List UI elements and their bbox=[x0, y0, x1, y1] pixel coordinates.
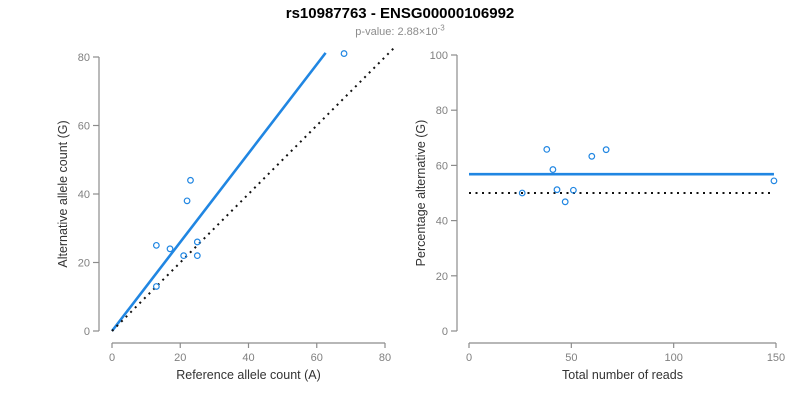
y-tick-label: 20 bbox=[78, 258, 90, 270]
data-point bbox=[152, 241, 160, 249]
data-point bbox=[770, 177, 778, 185]
y-tick-label: 0 bbox=[84, 326, 90, 338]
percentage-vs-reads-plot: 0 50 100 150 0 20 40 60 80 100 Total number of rea… bbox=[414, 50, 785, 382]
data-point bbox=[193, 238, 201, 246]
y-tick-label: 60 bbox=[78, 121, 90, 133]
x-tick-label: 60 bbox=[311, 352, 323, 364]
data-point bbox=[543, 145, 551, 153]
y-tick-label: 40 bbox=[436, 216, 448, 228]
figure-title: rs10987763 - ENSG00000106992 bbox=[285, 5, 515, 22]
y-tick-label: 0 bbox=[442, 326, 448, 338]
data-point bbox=[553, 186, 561, 194]
x-tick-label: 150 bbox=[767, 352, 785, 364]
data-point bbox=[340, 50, 348, 57]
y-tick-label: 40 bbox=[78, 189, 90, 201]
x-tick-label: 40 bbox=[242, 352, 254, 364]
data-point bbox=[180, 252, 188, 260]
allele-counts-plot: 0 20 40 60 80 0 20 40 60 80 Reference allele count… bbox=[56, 46, 396, 382]
p-value-text: p-value: 2.88×10 bbox=[355, 26, 438, 38]
y-tick-label: 60 bbox=[436, 160, 448, 172]
data-point bbox=[152, 283, 160, 290]
y-tick-label: 80 bbox=[78, 52, 90, 64]
data-point bbox=[569, 186, 577, 194]
y-tick-label: 80 bbox=[436, 105, 448, 117]
data-point bbox=[549, 166, 557, 173]
x-axis-label: Reference allele count (A) bbox=[176, 368, 321, 382]
x-tick-label: 80 bbox=[379, 352, 391, 364]
data-point bbox=[588, 152, 596, 160]
data-point bbox=[187, 176, 194, 184]
x-tick-label: 50 bbox=[565, 352, 577, 364]
data-point bbox=[518, 189, 526, 197]
data-point bbox=[193, 252, 201, 260]
p-value-exponent: -3 bbox=[437, 23, 445, 33]
y-tick-label: 20 bbox=[436, 271, 448, 283]
data-point bbox=[602, 146, 610, 154]
y-axis-label: Percentage alternative (G) bbox=[414, 120, 428, 267]
fit-line bbox=[110, 52, 327, 332]
x-axis-label: Total number of reads bbox=[562, 368, 683, 382]
data-point bbox=[166, 245, 174, 253]
x-tick-label: 20 bbox=[174, 352, 186, 364]
identity-line bbox=[111, 46, 396, 332]
x-tick-label: 100 bbox=[664, 352, 682, 364]
figure-subtitle: p-value: 2.88×10-3 bbox=[0, 23, 800, 38]
data-point bbox=[561, 198, 569, 206]
x-tick-label: 0 bbox=[466, 352, 472, 364]
data-point bbox=[183, 197, 191, 205]
y-axis-label: Alternative allele count (G) bbox=[56, 120, 70, 267]
y-tick-label: 100 bbox=[430, 50, 448, 62]
x-tick-label: 0 bbox=[109, 352, 115, 364]
